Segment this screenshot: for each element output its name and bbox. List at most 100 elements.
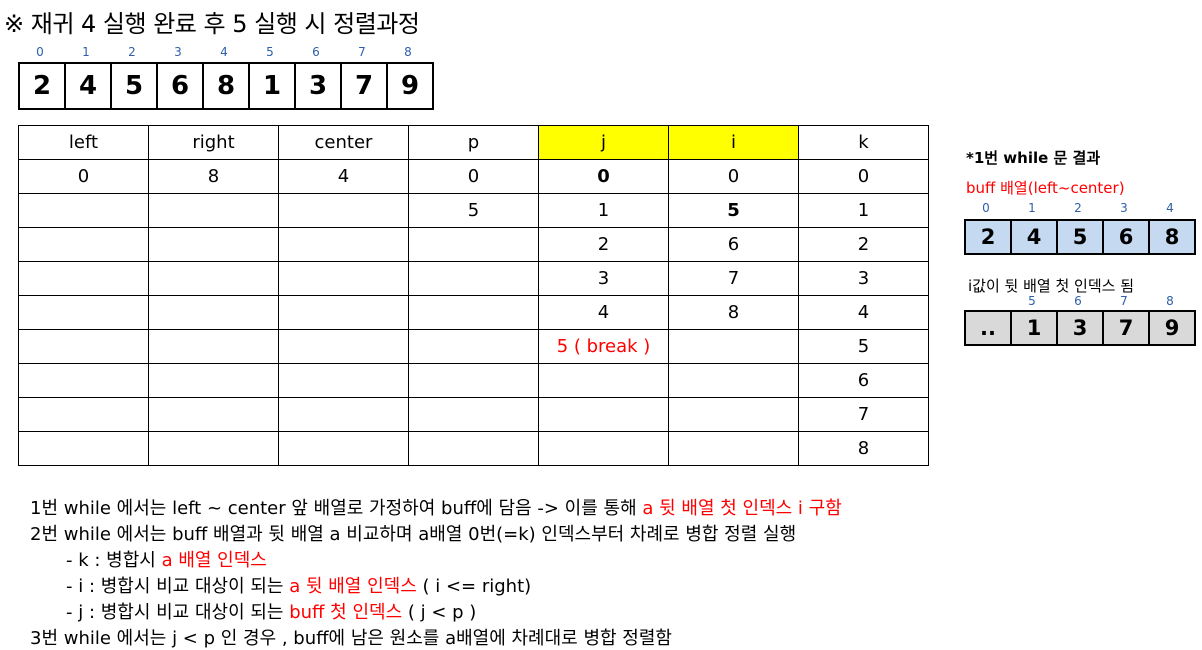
table-cell <box>18 431 149 466</box>
table-cell: 6 <box>668 227 799 262</box>
array-cell: 3 <box>294 64 340 108</box>
table-cell: 0 <box>668 159 799 194</box>
back-cell: 7 <box>1102 312 1148 344</box>
result-label: *1번 while 문 결과 <box>966 149 1101 167</box>
table-cell: 3 <box>538 261 669 296</box>
break-cell: 5 ( break ) <box>538 329 669 364</box>
table-cell <box>668 431 799 466</box>
table-cell: 0 <box>408 159 539 194</box>
note-highlight: buff 첫 인덱스 <box>289 602 403 623</box>
table-cell <box>18 329 149 364</box>
table-cell <box>148 431 279 466</box>
main-array: 2 4 5 6 8 1 3 7 9 <box>18 62 434 110</box>
table-row: 8 <box>18 431 929 466</box>
table-cell: 8 <box>798 431 929 466</box>
note-line-4: - i : 병합시 비교 대상이 되는 a 뒷 배열 인덱스 ( i <= ri… <box>66 572 531 598</box>
table-cell: 2 <box>798 227 929 262</box>
trace-table: left right center p j i k 0 8 4 0 0 0 0 … <box>18 125 929 466</box>
header-p: p <box>408 125 539 160</box>
table-row: 4 8 4 <box>18 295 929 330</box>
array-cell: 7 <box>340 64 386 108</box>
table-cell <box>408 227 539 262</box>
table-cell <box>408 431 539 466</box>
page-title: ※ 재귀 4 실행 완료 후 5 실행 시 정렬과정 <box>4 10 420 38</box>
table-row: 3 7 3 <box>18 261 929 296</box>
buff-index: 0 <box>982 201 990 215</box>
table-cell <box>538 363 669 398</box>
table-row: 0 8 4 0 0 0 0 <box>18 159 929 194</box>
table-cell <box>538 397 669 432</box>
i-note: i값이 뒷 배열 첫 인덱스 됨 <box>968 277 1135 295</box>
table-cell <box>148 363 279 398</box>
table-cell: 7 <box>668 261 799 296</box>
note-text: - j : 병합시 비교 대상이 되는 <box>66 602 290 623</box>
header-right: right <box>148 125 279 160</box>
buff-cell: 4 <box>1010 221 1056 253</box>
table-cell <box>668 363 799 398</box>
table-cell <box>408 363 539 398</box>
table-cell <box>668 329 799 364</box>
back-cell: 1 <box>1010 312 1056 344</box>
buff-cell: 8 <box>1148 221 1194 253</box>
header-k: k <box>798 125 929 160</box>
back-index: 5 <box>1028 294 1036 308</box>
buff-cell: 2 <box>966 221 1010 253</box>
back-index: 6 <box>1074 294 1082 308</box>
table-cell: 5 <box>798 329 929 364</box>
header-center: center <box>278 125 409 160</box>
buff-cell: 6 <box>1102 221 1148 253</box>
array-index: 6 <box>312 45 320 59</box>
buff-index: 4 <box>1166 201 1174 215</box>
array-index: 7 <box>358 45 366 59</box>
back-cell: .. <box>966 312 1010 344</box>
table-cell: 2 <box>538 227 669 262</box>
table-cell <box>278 295 409 330</box>
table-cell <box>408 261 539 296</box>
table-cell: 6 <box>798 363 929 398</box>
header-j: j <box>538 125 669 160</box>
array-cell: 8 <box>202 64 248 108</box>
buff-index: 3 <box>1120 201 1128 215</box>
table-cell <box>278 329 409 364</box>
array-cell: 1 <box>248 64 294 108</box>
table-header-row: left right center p j i k <box>18 125 929 160</box>
array-index: 1 <box>82 45 90 59</box>
note-line-6: 3번 while 에서는 j < p 인 경우 , buff에 남은 원소를 a… <box>30 628 672 649</box>
back-index: 7 <box>1120 294 1128 308</box>
table-cell <box>278 227 409 262</box>
table-row: 2 6 2 <box>18 227 929 262</box>
table-cell <box>148 295 279 330</box>
note-highlight: a 배열 인덱스 <box>161 550 267 571</box>
buff-array: 2 4 5 6 8 <box>964 219 1196 255</box>
table-cell <box>278 431 409 466</box>
note-line-2: 2번 while 에서는 buff 배열과 뒷 배열 a 비교하며 a배열 0번… <box>30 524 797 545</box>
table-cell: 0 <box>538 159 669 194</box>
table-row: 6 <box>18 363 929 398</box>
note-line-5: - j : 병합시 비교 대상이 되는 buff 첫 인덱스 ( j < p ) <box>66 598 476 624</box>
table-cell: 1 <box>798 193 929 228</box>
buff-index: 1 <box>1028 201 1036 215</box>
table-cell <box>18 227 149 262</box>
table-cell <box>18 193 149 228</box>
note-text: - k : 병합시 <box>66 550 162 571</box>
array-cell: 6 <box>156 64 202 108</box>
table-cell <box>408 329 539 364</box>
array-index: 4 <box>220 45 228 59</box>
header-left: left <box>18 125 149 160</box>
note-text: ( i <= right) <box>416 576 532 597</box>
table-cell: 4 <box>278 159 409 194</box>
array-cell: 5 <box>110 64 156 108</box>
buff-cell: 5 <box>1056 221 1102 253</box>
array-index: 8 <box>404 45 412 59</box>
note-highlight: a 뒷 배열 첫 인덱스 i 구함 <box>642 498 842 519</box>
array-index: 2 <box>128 45 136 59</box>
note-line-3: - k : 병합시 a 배열 인덱스 <box>66 546 267 572</box>
note-line-1: 1번 while 에서는 left ~ center 앞 배열로 가정하여 bu… <box>30 494 842 520</box>
table-cell: 8 <box>668 295 799 330</box>
table-cell: 0 <box>18 159 149 194</box>
table-cell <box>148 227 279 262</box>
table-cell: 7 <box>798 397 929 432</box>
table-cell: 4 <box>538 295 669 330</box>
table-cell <box>278 193 409 228</box>
table-cell <box>538 431 669 466</box>
